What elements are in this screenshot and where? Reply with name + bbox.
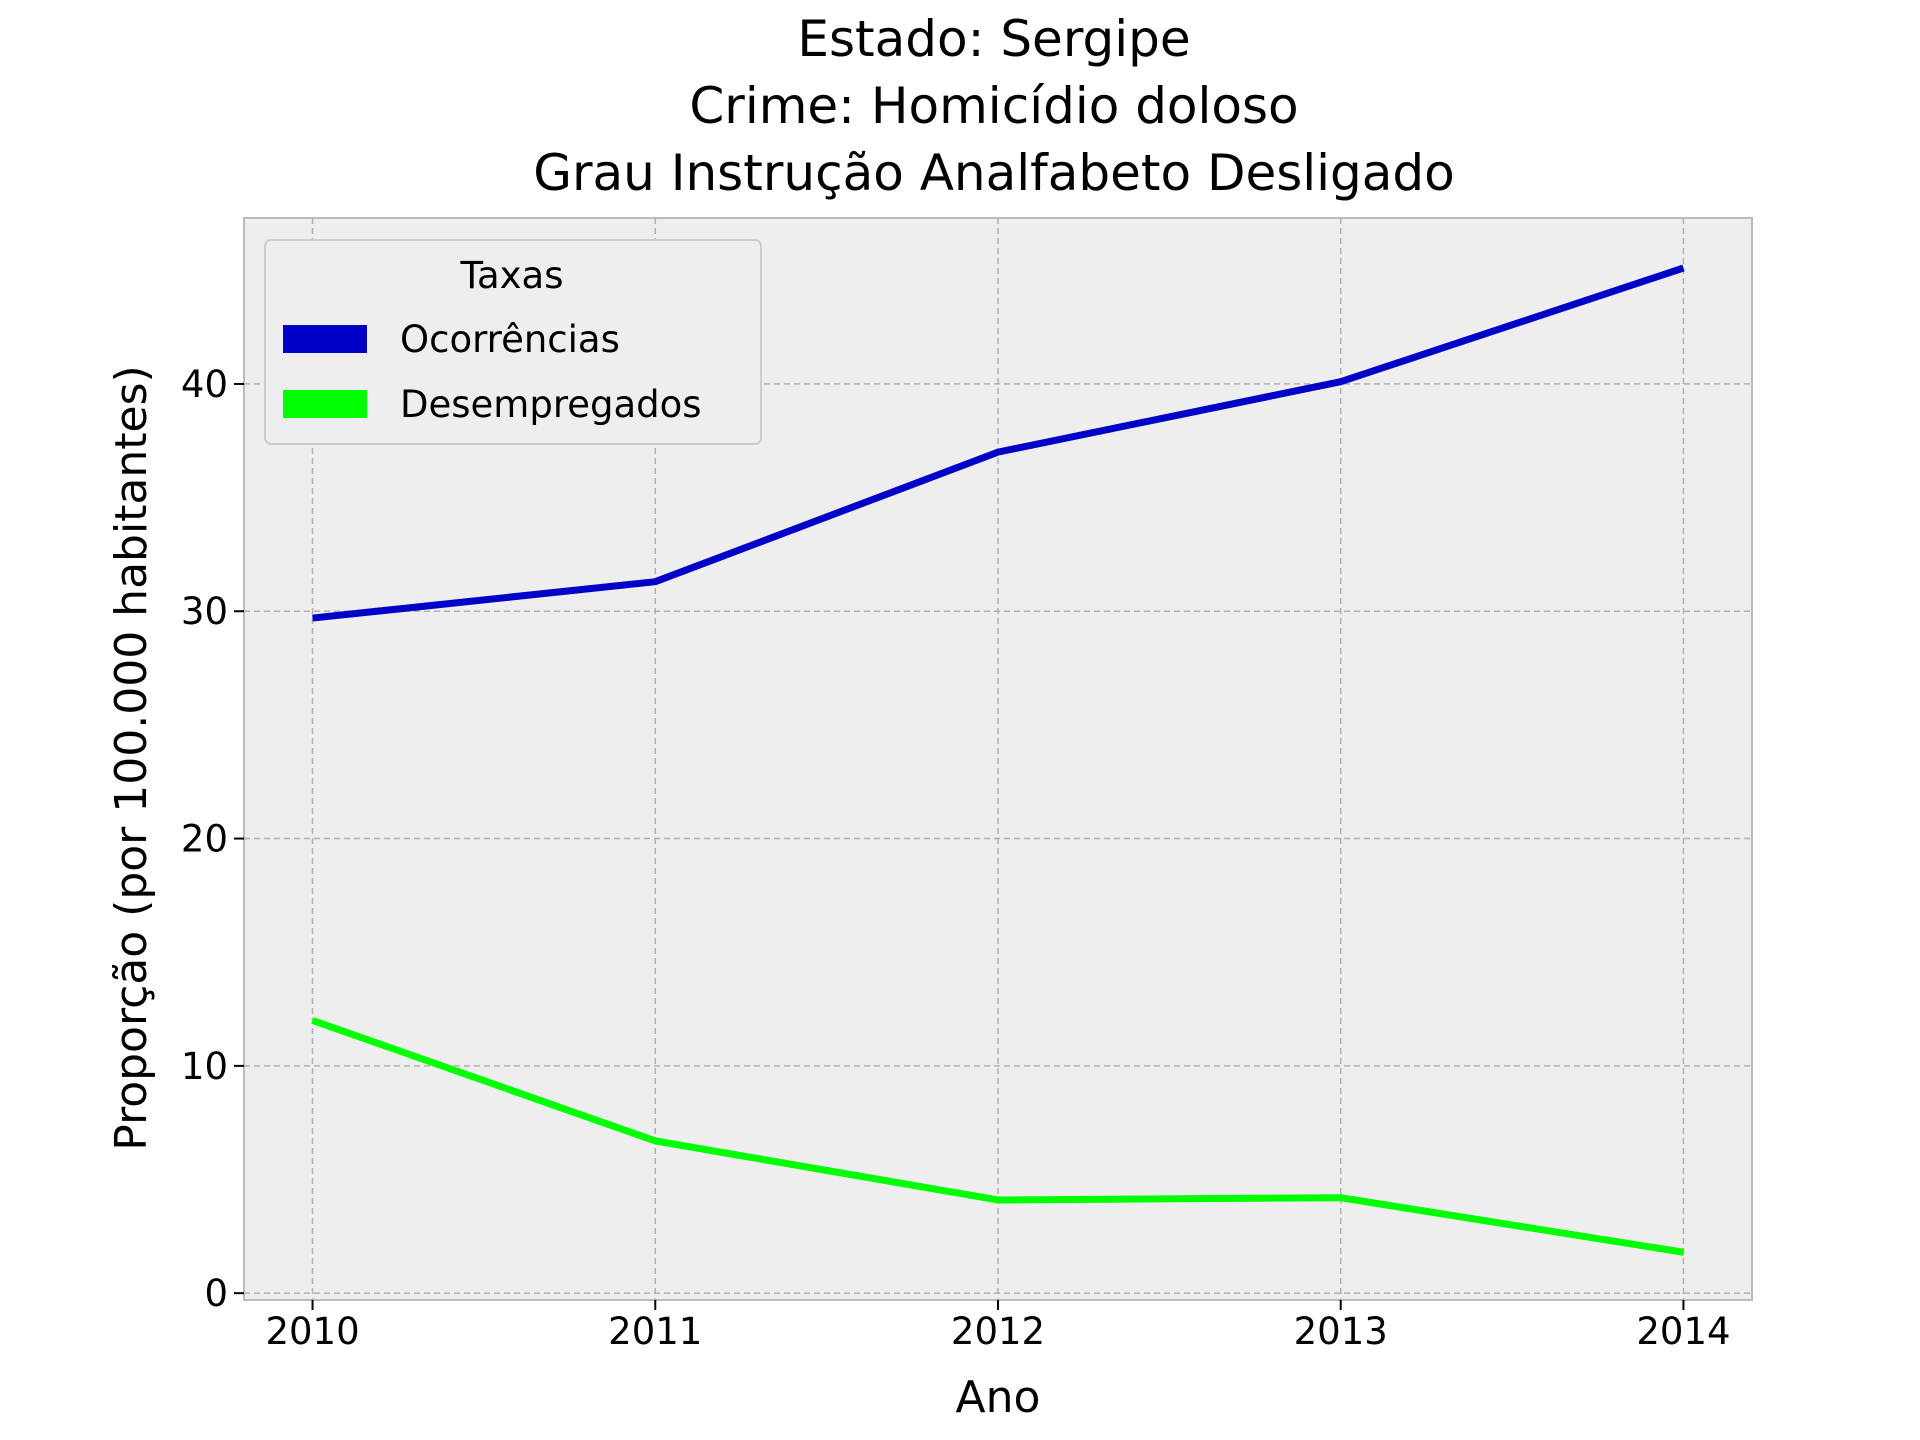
y-tick-label: 40	[181, 363, 228, 406]
x-tick-label: 2011	[608, 1310, 702, 1353]
series-lines	[311, 264, 1685, 1256]
y-tick-label: 10	[181, 1045, 228, 1088]
title-line-1: Estado: Sergipe	[797, 10, 1190, 68]
legend-title: Taxas	[460, 254, 564, 297]
y-tick-label: 30	[181, 590, 228, 633]
series-line-0	[312, 264, 1685, 622]
series-line-1	[311, 1017, 1685, 1256]
legend: Taxas Ocorrências Desempregados	[264, 239, 762, 445]
y-tick-label: 20	[181, 818, 228, 861]
legend-swatch-desempregados	[283, 390, 367, 418]
title-line-2: Crime: Homicídio doloso	[689, 77, 1298, 135]
x-tick-label: 2012	[951, 1310, 1045, 1353]
legend-label-ocorrencias: Ocorrências	[400, 318, 620, 361]
legend-box	[264, 239, 762, 445]
chart-title: Estado: Sergipe Crime: Homicídio doloso …	[533, 10, 1455, 202]
x-axis-label: Ano	[956, 1372, 1041, 1423]
legend-swatch-ocorrencias	[283, 325, 367, 353]
y-tick-label: 0	[204, 1272, 228, 1315]
x-tick-label: 2014	[1636, 1310, 1730, 1353]
y-axis-label: Proporção (por 100.000 habitantes)	[106, 365, 157, 1150]
x-tick-label: 2013	[1294, 1310, 1388, 1353]
x-tick-label: 2010	[265, 1310, 359, 1353]
title-line-3: Grau Instrução Analfabeto Desligado	[533, 144, 1455, 202]
axis-ticks: 2010 2011 2012 2013 2014 0 10 20 30 40	[181, 363, 1731, 1353]
legend-label-desempregados: Desempregados	[400, 383, 702, 426]
